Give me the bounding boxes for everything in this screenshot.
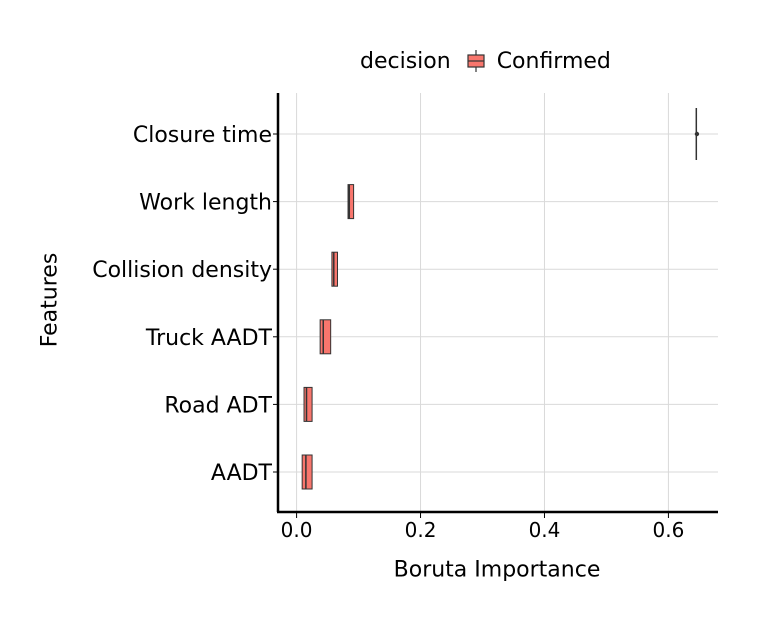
box-collision-density [331, 251, 338, 287]
x-axis-label: Boruta Importance [393, 557, 601, 583]
y-tick-label-0: Closure time [133, 123, 272, 148]
legend-label-confirmed: Confirmed [496, 48, 611, 74]
legend-key-icon [465, 48, 487, 74]
grid-lines [278, 93, 718, 512]
box-plots [301, 108, 700, 490]
y-axis-label: Features [37, 252, 63, 348]
y-tick-label-1: Work length [139, 191, 272, 216]
box-closure-time [694, 108, 700, 160]
box-body [301, 454, 313, 490]
axes [276, 93, 718, 514]
box-body [331, 251, 338, 287]
box-work-length [347, 184, 355, 220]
box-aadt [301, 454, 313, 490]
y-tick-label-3: Truck AADT [145, 326, 273, 351]
x-tick-label-0: 0.0 [281, 518, 313, 542]
box-body [319, 319, 332, 355]
y-tick-label-5: AADT [211, 461, 273, 486]
box-road-adt [303, 386, 313, 422]
y-tick-label-2: Collision density [92, 258, 272, 283]
x-tick-labels: 0.0 0.2 0.4 0.6 [281, 512, 685, 542]
x-tick-label-2: 0.4 [529, 518, 561, 542]
box-body [347, 184, 355, 220]
x-tick-label-3: 0.6 [653, 518, 685, 542]
x-tick-label-1: 0.2 [405, 518, 437, 542]
y-tick-label-4: Road ADT [164, 393, 272, 418]
legend-title: decision [360, 48, 451, 74]
box-body [303, 386, 313, 422]
legend: decision Confirmed [360, 46, 611, 76]
y-tick-labels: Closure time Work length Collision density… [92, 123, 278, 486]
outlier-point-0 [694, 131, 700, 137]
box-truck-aadt [319, 319, 332, 355]
